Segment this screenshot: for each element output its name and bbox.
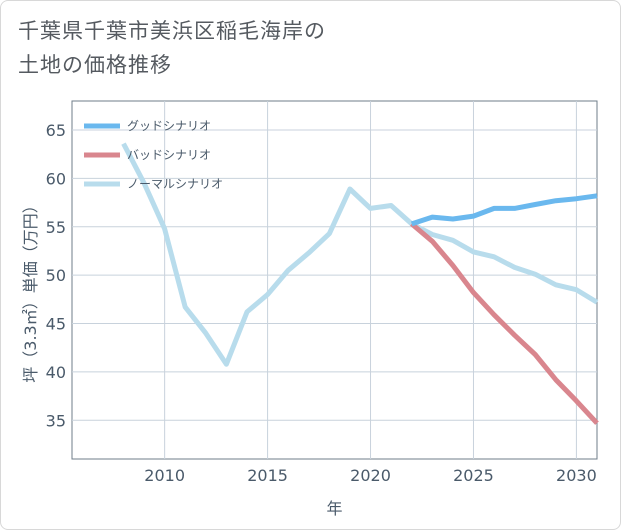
chart-title-line1: 千葉県千葉市美浜区稲毛海岸の [18,19,326,43]
y-axis-label: 坪（3.3㎡）単価（万円） [21,197,40,382]
plot-area-border [71,100,598,460]
legend-label: バッドシナリオ [127,148,211,162]
y-tick-label: 45 [46,315,66,334]
y-axis-ticks: 35 40 45 50 55 60 65 [46,121,66,430]
x-tick-label: 2015 [247,466,288,485]
series-line-3 [121,142,599,367]
legend-label: ノーマルシナリオ [127,177,223,191]
x-tick-label: 2020 [350,466,391,485]
grid-lines [71,100,598,460]
chart-title: 千葉県千葉市美浜区稲毛海岸の 土地の価格推移 [18,14,438,82]
x-tick-label: 2010 [144,466,185,485]
series-lines [121,142,599,425]
y-tick-label: 35 [46,411,66,430]
x-axis-ticks: 2010 2015 2020 2025 2030 [144,466,596,485]
x-axis-label: 年 [326,499,342,518]
chart-title-line2: 土地の価格推移 [18,53,172,77]
series-line-2 [410,221,599,425]
series-line-1 [410,193,598,227]
y-tick-label: 50 [46,266,66,285]
legend-label: グッドシナリオ [127,119,211,133]
x-tick-label: 2025 [453,466,494,485]
y-tick-label: 60 [46,169,66,188]
y-tick-label: 40 [46,363,66,382]
x-tick-label: 2030 [556,466,597,485]
y-tick-label: 55 [46,218,66,237]
y-tick-label: 65 [46,121,66,140]
